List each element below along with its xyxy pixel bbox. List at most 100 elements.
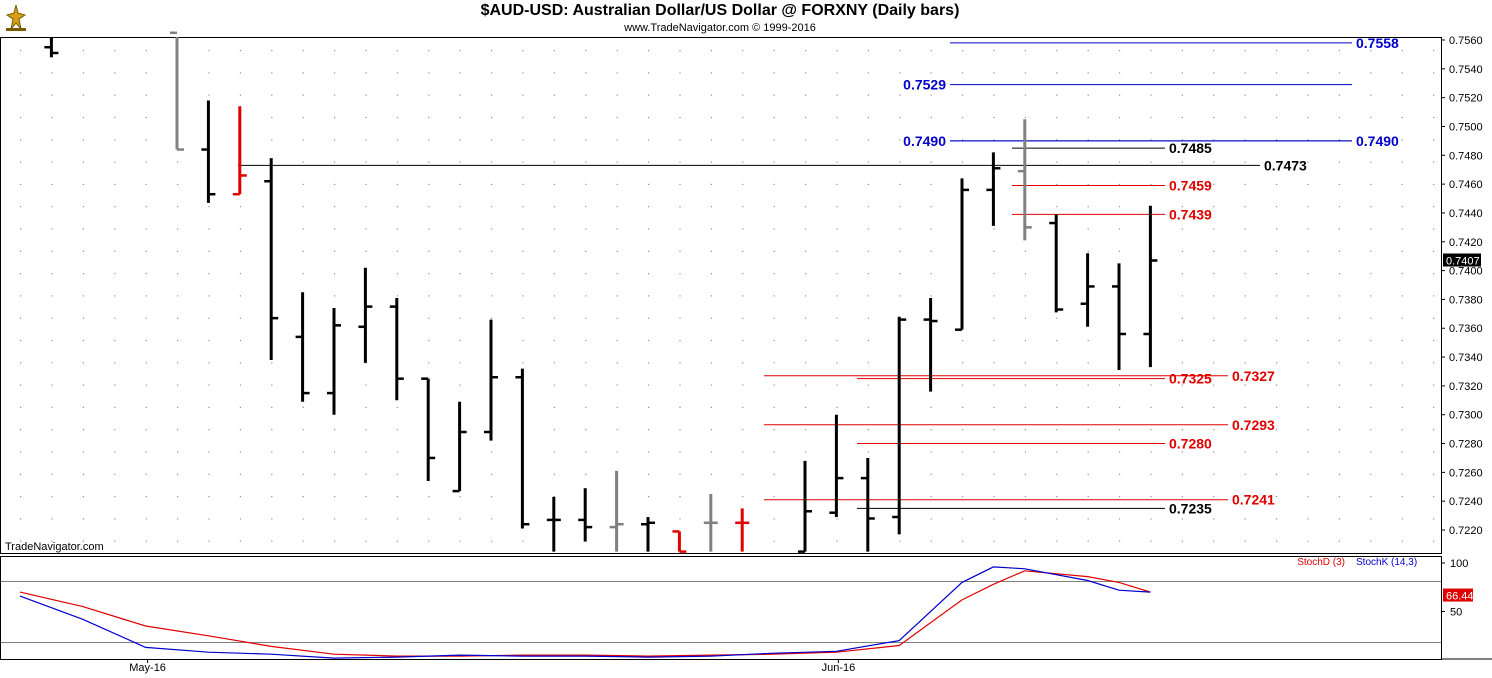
grid-dot	[334, 206, 336, 208]
grid-dot	[302, 72, 304, 74]
grid-dot	[1181, 362, 1183, 364]
grid-dot	[114, 273, 116, 275]
grid-dot	[553, 429, 555, 431]
grid-dot	[428, 116, 430, 119]
grid-dot	[805, 206, 807, 208]
grid-dot	[522, 317, 524, 319]
grid-dot	[114, 429, 116, 431]
grid-dot	[805, 295, 807, 297]
last-price-label: 0.7407	[1446, 256, 1480, 268]
grid-dot	[805, 161, 807, 163]
grid-dot	[1150, 72, 1152, 74]
grid-dot	[773, 183, 775, 185]
grid-dot	[1276, 496, 1278, 498]
grid-dot	[585, 317, 587, 319]
grid-dot	[1244, 362, 1246, 364]
grid-dot	[1307, 339, 1309, 342]
grid-dot	[239, 72, 241, 74]
grid-dot	[1370, 273, 1372, 275]
grid-dot	[1119, 473, 1121, 475]
grid-dot	[648, 72, 650, 74]
grid-dot	[1150, 94, 1152, 96]
grid-dot	[742, 94, 744, 96]
grid-dot	[805, 50, 807, 52]
grid-dot	[679, 94, 681, 96]
grid-dot	[1024, 250, 1026, 252]
grid-dot	[239, 406, 241, 408]
grid-dot	[773, 429, 775, 431]
grid-dot	[1056, 206, 1058, 208]
grid-dot	[491, 206, 493, 208]
grid-dot	[1119, 518, 1121, 520]
grid-dot	[553, 384, 555, 386]
grid-dot	[1056, 183, 1058, 185]
grid-dot	[1150, 496, 1152, 498]
grid-dot	[459, 94, 461, 96]
grid-dot	[334, 273, 336, 275]
grid-dot	[1401, 451, 1403, 453]
grid-dot	[1433, 161, 1435, 163]
grid-dot	[1087, 339, 1089, 342]
grid-dot	[773, 384, 775, 386]
grid-dot	[836, 406, 838, 408]
grid-dot	[710, 429, 712, 431]
grid-dot	[396, 295, 398, 297]
grid-dot	[302, 139, 304, 141]
grid-dot	[805, 250, 807, 252]
grid-dot	[585, 94, 587, 96]
grid-dot	[177, 295, 179, 297]
grid-dot	[302, 94, 304, 96]
grid-dot	[679, 206, 681, 208]
grid-dot	[20, 496, 22, 498]
grid-dot	[710, 339, 712, 342]
grid-dot	[1244, 228, 1246, 230]
grid-dot	[114, 317, 116, 319]
grid-dot	[710, 473, 712, 475]
grid-dot	[836, 273, 838, 275]
grid-dot	[805, 94, 807, 96]
grid-dot	[1024, 451, 1026, 453]
grid-dot	[145, 473, 147, 475]
grid-dot	[867, 339, 869, 342]
date-axis: May-16 Jun-16	[129, 659, 855, 674]
grid-dot	[1244, 206, 1246, 208]
grid-dot	[208, 540, 210, 542]
grid-dot	[428, 518, 430, 520]
grid-dot	[145, 540, 147, 542]
last-price-box	[1443, 253, 1481, 267]
grid-dot	[1433, 183, 1435, 185]
grid-dot	[867, 295, 869, 297]
y-tick-label: 0.7380	[1449, 294, 1483, 306]
grid-dot	[930, 273, 932, 275]
grid-dot	[1244, 540, 1246, 542]
grid-dot	[679, 362, 681, 364]
grid-dot	[1213, 362, 1215, 364]
grid-dot	[1370, 161, 1372, 163]
grid-dot	[805, 317, 807, 319]
grid-dot	[1370, 50, 1372, 52]
grid-dot	[1307, 250, 1309, 252]
grid-dot	[742, 317, 744, 319]
grid-dot	[82, 50, 84, 52]
grid-dot	[82, 406, 84, 408]
grid-dot	[1338, 228, 1340, 230]
grid-dot	[459, 496, 461, 498]
grid-dot	[428, 295, 430, 297]
grid-dot	[742, 250, 744, 252]
grid-dot	[773, 72, 775, 74]
grid-dot	[1150, 116, 1152, 119]
ohlc-bar	[389, 297, 404, 401]
grid-dot	[20, 228, 22, 230]
grid-dot	[1056, 384, 1058, 386]
grid-dot	[396, 94, 398, 96]
grid-dot	[114, 72, 116, 74]
grid-dot	[20, 250, 22, 252]
grid-dot	[616, 339, 618, 342]
grid-dot	[1119, 183, 1121, 185]
grid-dot	[1056, 72, 1058, 74]
grid-dot	[993, 451, 995, 453]
grid-dot	[145, 139, 147, 141]
grid-dot	[679, 295, 681, 297]
grid-dot	[1433, 139, 1435, 141]
grid-dot	[679, 473, 681, 475]
